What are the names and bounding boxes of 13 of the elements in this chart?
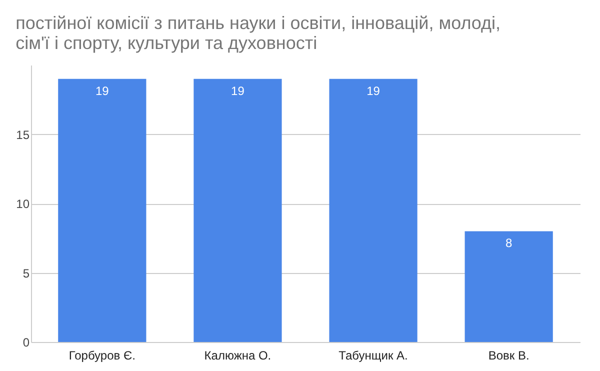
- x-tick-label: Табунщик А.: [338, 348, 408, 362]
- y-tick-label: 0: [22, 336, 30, 350]
- data-label: 8: [505, 236, 512, 250]
- y-tick-label: 10: [16, 197, 30, 211]
- data-label: 19: [95, 84, 110, 98]
- x-tick-label: Вовк В.: [488, 348, 530, 362]
- data-label: 19: [366, 84, 380, 98]
- chart-title: постійної комісії з питань науки і освіти, інновацій, молоді, сім'ї і спорту, культури та духовності: [16, 13, 501, 53]
- x-tick-label: Горбуров Є.: [68, 348, 136, 362]
- y-tick-label: 5: [22, 266, 30, 280]
- x-tick-label: Калюжна О.: [204, 348, 272, 362]
- y-tick-label: 15: [16, 128, 30, 142]
- data-label: 19: [231, 84, 245, 98]
